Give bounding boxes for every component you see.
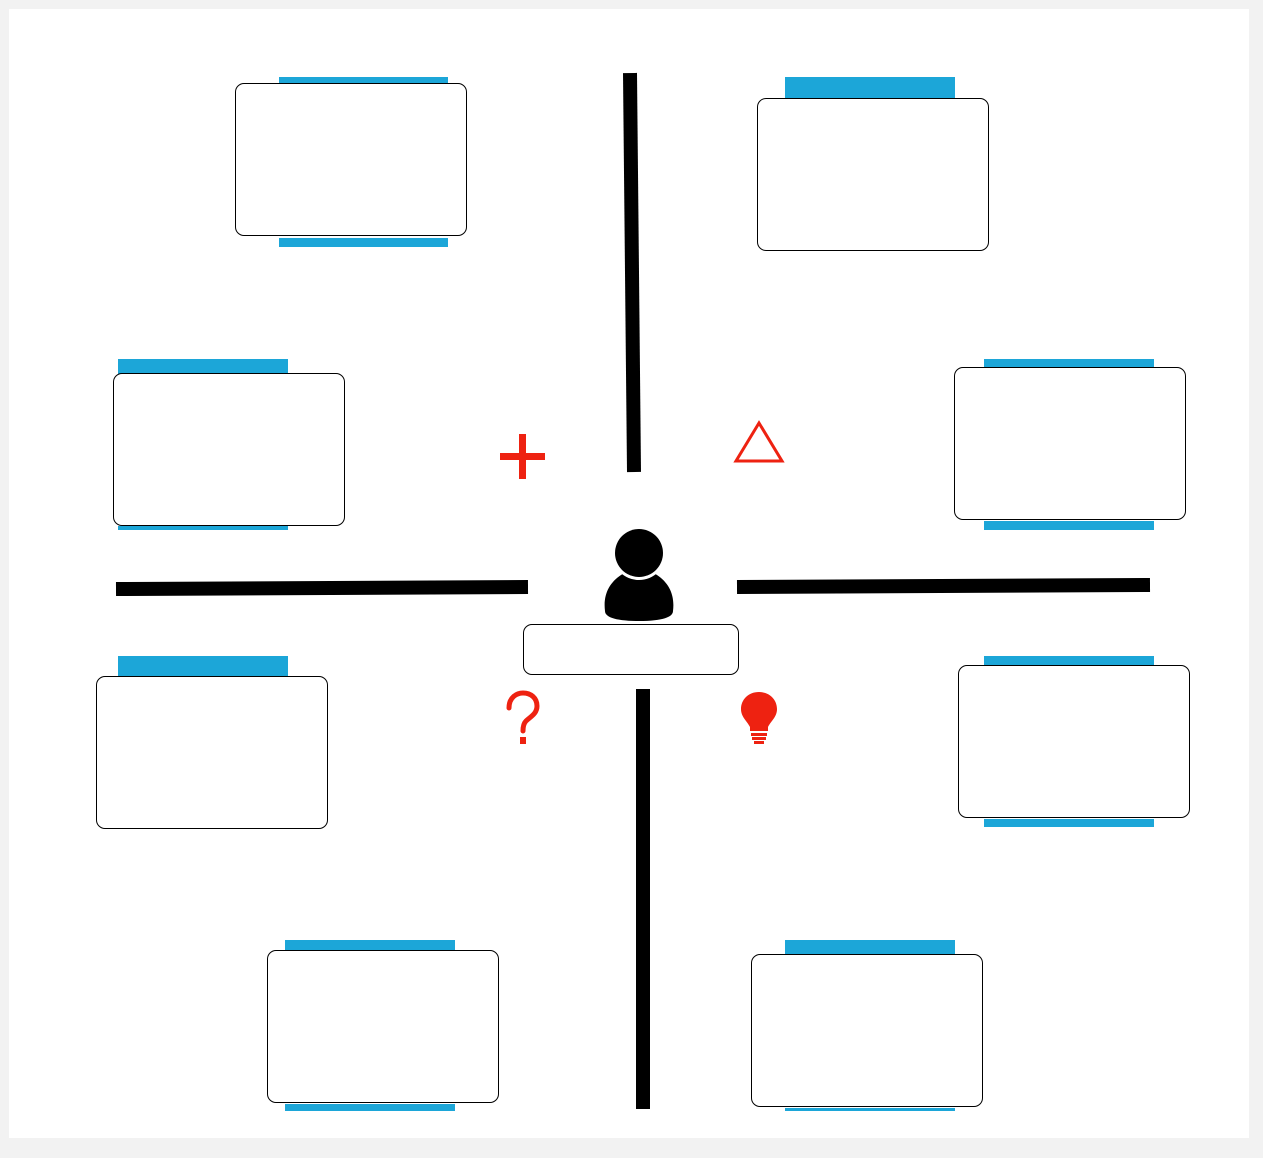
center-name-input[interactable] [523, 624, 739, 675]
card-tab-bottom [285, 1104, 455, 1111]
card-bottom-left-lower[interactable] [267, 950, 499, 1103]
card-tab-bottom [279, 238, 448, 247]
card-tab-top [118, 656, 288, 677]
card-tab-top [785, 77, 955, 100]
card-tab-top [118, 359, 288, 375]
triangle-warning-icon [733, 420, 785, 463]
card-tab-top [785, 940, 955, 956]
card-top-right-upper[interactable] [757, 98, 989, 251]
card-tab-top [285, 940, 455, 952]
card-right-upper[interactable] [954, 367, 1186, 520]
card-right-lower[interactable] [958, 665, 1190, 818]
card-tab-bottom [785, 1108, 955, 1111]
card-left-lower[interactable] [96, 676, 328, 829]
card-left-upper[interactable] [113, 373, 345, 526]
lightbulb-icon [741, 692, 777, 744]
person-icon [604, 526, 674, 621]
card-tab-bottom [984, 819, 1154, 827]
plus-icon [500, 434, 545, 479]
card-tab-bottom [984, 521, 1154, 530]
card-tab-top [984, 656, 1154, 667]
card-tab-top [279, 77, 448, 85]
card-tab-top [984, 359, 1154, 369]
card-tab-bottom [118, 526, 288, 530]
question-mark-icon [506, 690, 540, 744]
card-bottom-right-lower[interactable] [751, 954, 983, 1107]
card-top-left-upper[interactable] [235, 83, 467, 236]
